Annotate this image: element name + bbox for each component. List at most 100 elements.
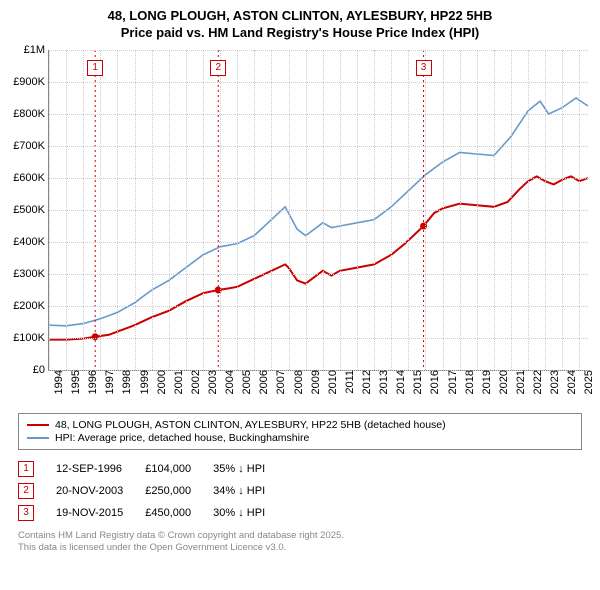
gridline-v [340,50,341,370]
x-axis-label: 2018 [460,370,476,394]
sale-price: £450,000 [145,502,213,524]
x-axis-label: 2024 [562,370,578,394]
y-axis-label: £600K [13,172,49,184]
x-axis-label: 1998 [117,370,133,394]
legend: 48, LONG PLOUGH, ASTON CLINTON, AYLESBUR… [18,413,582,450]
gridline-v [169,50,170,370]
x-axis-label: 1997 [100,370,116,394]
y-axis-label: £1M [24,44,49,56]
x-axis-label: 2002 [186,370,202,394]
y-axis-label: £500K [13,204,49,216]
gridline-h [49,114,588,115]
footer-line-1: Contains HM Land Registry data © Crown c… [18,530,582,542]
y-axis-label: £200K [13,300,49,312]
x-axis-label: 2011 [340,370,356,394]
sale-date: 12-SEP-1996 [56,458,145,480]
legend-label: HPI: Average price, detached house, Buck… [55,432,309,444]
gridline-h [49,306,588,307]
gridline-v [186,50,187,370]
sale-marker-box: 3 [416,60,432,76]
x-axis-label: 1996 [83,370,99,394]
gridline-v [443,50,444,370]
chart-plot-area: £0£100K£200K£300K£400K£500K£600K£700K£80… [48,50,588,371]
series-hpi [49,98,588,326]
x-axis-label: 2021 [511,370,527,394]
gridline-v [528,50,529,370]
table-row: 112-SEP-1996£104,00035% ↓ HPI [18,458,287,480]
x-axis-label: 2006 [254,370,270,394]
sale-date: 20-NOV-2003 [56,480,145,502]
sale-price: £250,000 [145,480,213,502]
x-axis-label: 2004 [220,370,236,394]
x-axis-label: 2015 [408,370,424,394]
footer-line-2: This data is licensed under the Open Gov… [18,542,582,554]
gridline-h [49,178,588,179]
gridline-v [323,50,324,370]
gridline-v [220,50,221,370]
gridline-v [237,50,238,370]
gridline-h [49,242,588,243]
y-axis-label: £800K [13,108,49,120]
gridline-v [254,50,255,370]
x-axis-label: 2017 [443,370,459,394]
table-row: 3 19-NOV-2015£450,00030% ↓ HPI [18,502,287,524]
x-axis-label: 2019 [477,370,493,394]
footer-attribution: Contains HM Land Registry data © Crown c… [18,530,582,563]
sales-table: 112-SEP-1996£104,00035% ↓ HPI220-NOV-200… [18,458,287,524]
gridline-h [49,146,588,147]
sale-marker-icon: 3 [18,505,34,521]
sale-marker-icon: 2 [18,483,34,499]
gridline-v [460,50,461,370]
x-axis-label: 2013 [374,370,390,394]
y-axis-label: £900K [13,76,49,88]
legend-swatch [27,424,49,426]
y-axis-label: £100K [13,332,49,344]
gridline-h [49,210,588,211]
x-axis-label: 1999 [135,370,151,394]
x-axis-label: 2022 [528,370,544,394]
y-axis-label: £300K [13,268,49,280]
x-axis-label: 2014 [391,370,407,394]
x-axis-label: 2010 [323,370,339,394]
gridline-v [477,50,478,370]
legend-swatch [27,437,49,439]
gridline-v [408,50,409,370]
sale-delta: 34% ↓ HPI [213,480,287,502]
gridline-v [545,50,546,370]
sale-price: £104,000 [145,458,213,480]
sale-date: 19-NOV-2015 [56,502,145,524]
x-axis-label: 2009 [306,370,322,394]
sale-marker-icon: 1 [18,461,34,477]
gridline-h [49,82,588,83]
title-line-2: Price paid vs. HM Land Registry's House … [0,25,600,42]
gridline-v [425,50,426,370]
gridline-v [374,50,375,370]
y-axis-label: £0 [33,364,49,376]
x-axis-label: 1994 [49,370,65,394]
x-axis-label: 2025 [579,370,595,394]
gridline-v [100,50,101,370]
gridline-v [306,50,307,370]
x-axis-label: 2001 [169,370,185,394]
table-row: 2 20-NOV-2003£250,00034% ↓ HPI [18,480,287,502]
legend-item: HPI: Average price, detached house, Buck… [27,432,573,444]
x-axis-label: 2008 [289,370,305,394]
x-axis-label: 2007 [271,370,287,394]
x-axis-label: 2012 [357,370,373,394]
y-axis-label: £700K [13,140,49,152]
gridline-h [49,274,588,275]
sale-delta: 30% ↓ HPI [213,502,287,524]
chart-container: 48, LONG PLOUGH, ASTON CLINTON, AYLESBUR… [0,0,600,562]
gridline-v [66,50,67,370]
series-property [49,176,588,339]
gridline-v [49,50,50,370]
gridline-v [391,50,392,370]
gridline-v [289,50,290,370]
gridline-v [83,50,84,370]
legend-item: 48, LONG PLOUGH, ASTON CLINTON, AYLESBUR… [27,419,573,431]
x-axis-label: 2023 [545,370,561,394]
gridline-v [152,50,153,370]
gridline-v [203,50,204,370]
x-axis-label: 2020 [494,370,510,394]
x-axis-label: 1995 [66,370,82,394]
